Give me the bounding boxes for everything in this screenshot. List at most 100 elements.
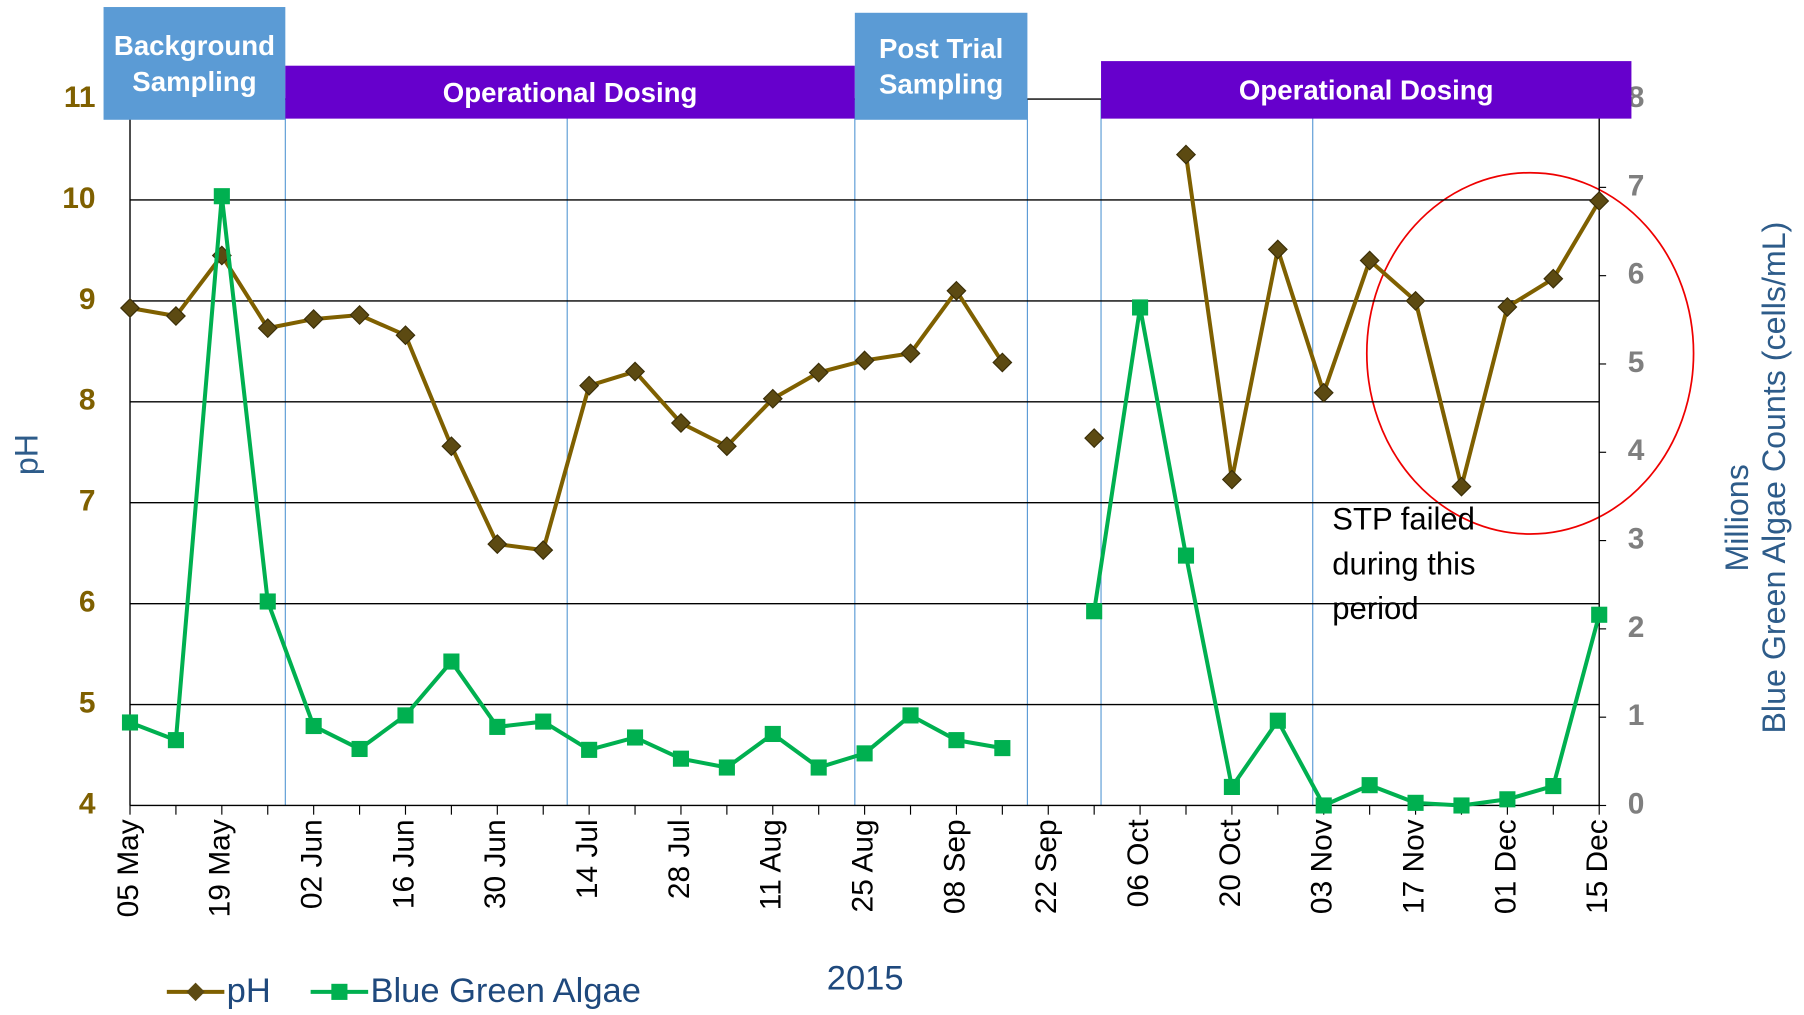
point	[165, 306, 186, 327]
y-tick-label: 4	[79, 787, 96, 820]
point	[1175, 144, 1197, 165]
point	[1543, 268, 1564, 289]
x-tick-label: 15 Dec	[1581, 819, 1614, 914]
point	[441, 436, 462, 457]
phase-box	[854, 12, 1028, 120]
phase-dividers	[284, 99, 1314, 806]
x-tick-label: 20 Oct	[1214, 819, 1247, 908]
phase-box	[103, 7, 286, 120]
point	[1407, 794, 1424, 811]
phase-label: Post Trial	[879, 33, 1003, 64]
y2-tick-label: 3	[1628, 522, 1645, 555]
x-tick-label: 30 Jun	[479, 819, 512, 909]
y2-tick-label: 4	[1628, 434, 1645, 467]
x-tick-label: 11 Aug	[755, 819, 788, 910]
phase-label: Operational Dosing	[1239, 74, 1494, 105]
x-tick-label: 25 Aug	[847, 819, 880, 912]
x-tick-label: 08 Sep	[938, 819, 971, 914]
point	[581, 741, 598, 758]
point	[626, 729, 644, 746]
point	[1591, 606, 1608, 623]
y2-axis-label: Blue Green Algae Counts (cells/mL)	[1756, 222, 1792, 734]
point	[625, 361, 646, 382]
point	[1359, 250, 1380, 271]
point	[1086, 603, 1103, 620]
y-tick-label: 8	[79, 384, 96, 417]
phase-label: Sampling	[879, 69, 1003, 100]
y2-axis-label: Millions	[1719, 464, 1755, 571]
annotation: during this	[1332, 546, 1475, 581]
y2-tick-label: 6	[1628, 258, 1645, 291]
point	[395, 325, 416, 346]
annotation: STP failed	[1332, 502, 1475, 537]
x-tick-label: 22 Sep	[1030, 819, 1063, 914]
phase-label: Background	[114, 30, 275, 61]
point	[259, 593, 276, 610]
point	[1499, 791, 1516, 808]
point	[119, 297, 141, 318]
point	[1223, 778, 1240, 795]
legend-label: Blue Green Algae	[370, 972, 640, 1010]
point	[535, 713, 552, 730]
legend-marker	[331, 983, 348, 1000]
annotation: period	[1332, 591, 1418, 626]
point	[1267, 239, 1288, 260]
legend-label: pH	[227, 972, 271, 1010]
highlight-ellipse	[1365, 171, 1695, 535]
point	[718, 759, 735, 776]
y-tick-label: 11	[64, 81, 96, 114]
x-tick-label: 06 Oct	[1122, 819, 1155, 908]
point	[716, 436, 737, 457]
point	[167, 732, 184, 749]
point	[1405, 290, 1426, 311]
phase-box	[285, 65, 855, 119]
point	[764, 725, 781, 743]
point	[1451, 476, 1472, 497]
x-tick-label: 01 Dec	[1489, 819, 1522, 914]
point	[213, 188, 230, 205]
point	[1497, 296, 1518, 317]
phase-box	[1101, 61, 1632, 119]
point	[808, 362, 829, 383]
point	[762, 388, 783, 409]
y2-tick-label: 7	[1628, 169, 1645, 202]
point	[351, 740, 368, 758]
point	[487, 534, 508, 555]
y-tick-label: 7	[79, 485, 96, 518]
y-tick-label: 10	[62, 182, 95, 215]
point	[810, 759, 827, 776]
point	[1315, 797, 1332, 814]
point	[1453, 797, 1470, 814]
point	[1084, 428, 1105, 449]
point	[489, 718, 506, 735]
x-tick-label: 16 Jun	[387, 819, 420, 909]
point	[948, 732, 965, 749]
point	[992, 352, 1013, 373]
y2-tick-label: 8	[1628, 81, 1645, 114]
x-tick-label: 17 Nov	[1397, 819, 1430, 914]
point	[1361, 777, 1378, 794]
point	[1269, 712, 1286, 729]
phase-label: Sampling	[132, 66, 256, 97]
y2-tick-label: 2	[1628, 611, 1645, 644]
x-axis-label: 2015	[827, 959, 904, 997]
point	[1132, 299, 1149, 316]
x-tick-label: 14 Jul	[571, 819, 604, 899]
x-tick-label: 05 May	[112, 819, 145, 917]
point	[1221, 469, 1242, 490]
point	[1177, 547, 1195, 564]
point	[900, 343, 921, 364]
y2-tick-label: 0	[1628, 787, 1645, 820]
point	[349, 305, 370, 326]
y2-tick-label: 1	[1628, 699, 1645, 732]
point	[533, 540, 554, 561]
x-tick-label: 03 Nov	[1306, 819, 1339, 914]
point	[856, 745, 873, 762]
legend-marker	[186, 982, 205, 1002]
point	[1545, 778, 1562, 795]
point	[1313, 382, 1334, 403]
point	[397, 707, 414, 724]
point	[1589, 190, 1610, 212]
y-tick-label: 6	[79, 586, 96, 619]
